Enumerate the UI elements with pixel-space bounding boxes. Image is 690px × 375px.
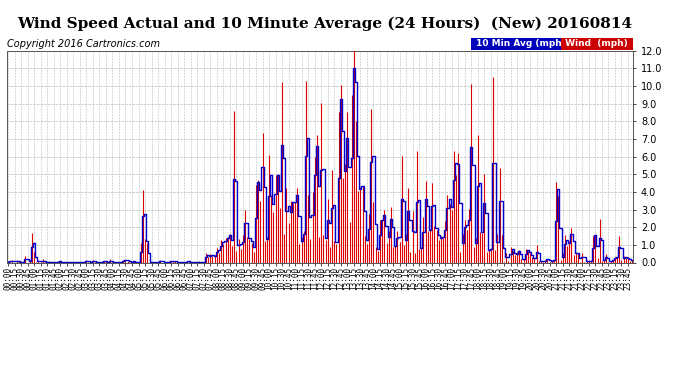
Text: Wind  (mph): Wind (mph) [562,39,631,48]
Text: Copyright 2016 Cartronics.com: Copyright 2016 Cartronics.com [7,39,160,50]
Text: Wind Speed Actual and 10 Minute Average (24 Hours)  (New) 20160814: Wind Speed Actual and 10 Minute Average … [17,17,632,31]
Text: 10 Min Avg (mph): 10 Min Avg (mph) [473,39,569,48]
